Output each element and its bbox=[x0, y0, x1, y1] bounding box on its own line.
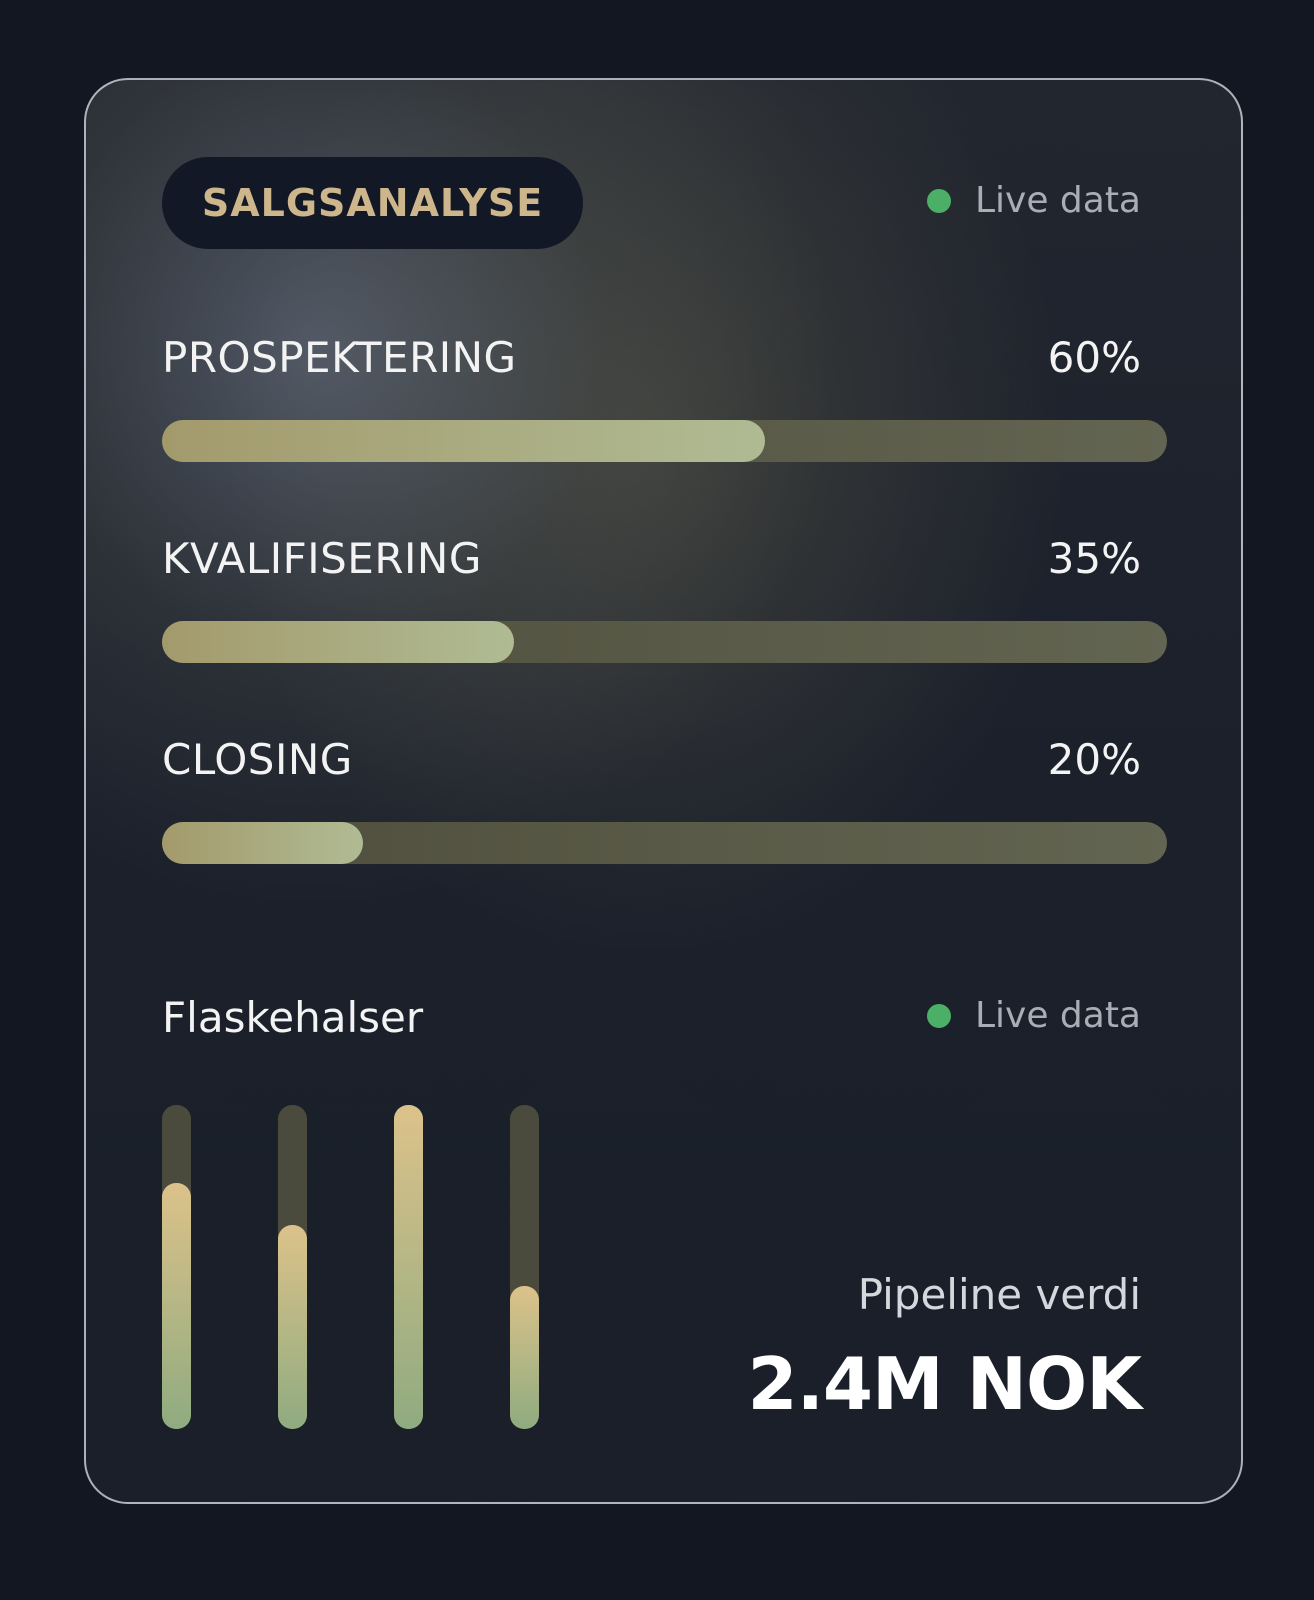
stage-percent: 60% bbox=[1047, 333, 1141, 382]
bottleneck-bar-fill bbox=[278, 1224, 307, 1429]
live-label: Live data bbox=[974, 180, 1141, 221]
bottleneck-bar-fill bbox=[162, 1182, 191, 1429]
stage-label: PROSPEKTERING bbox=[162, 333, 517, 382]
bottleneck-bar-fill bbox=[394, 1105, 423, 1429]
pipeline-value: 2.4M NOK bbox=[747, 1342, 1142, 1426]
stage-progress-bar bbox=[162, 420, 1167, 462]
live-indicator: Live data bbox=[926, 180, 1141, 221]
bottleneck-bar bbox=[510, 1105, 539, 1429]
bottleneck-bar bbox=[394, 1105, 423, 1429]
bottleneck-bar-fill bbox=[510, 1286, 539, 1429]
bottleneck-bar bbox=[162, 1105, 191, 1429]
stage-progress-fill bbox=[162, 822, 363, 864]
stage-progress-bar bbox=[162, 822, 1167, 864]
pipeline-label: Pipeline verdi bbox=[857, 1270, 1141, 1319]
bottlenecks-title: Flaskehalser bbox=[162, 993, 424, 1042]
stage-label: KVALIFISERING bbox=[162, 534, 482, 583]
stage-percent: 35% bbox=[1047, 534, 1141, 583]
sales-analysis-card: SALGSANALYSE Live data PROSPEKTERING 60%… bbox=[84, 78, 1243, 1504]
stage-progress-fill bbox=[162, 420, 765, 462]
title-badge: SALGSANALYSE bbox=[162, 157, 583, 249]
bottlenecks-live-indicator: Live data bbox=[926, 995, 1141, 1036]
stage-progress-bar bbox=[162, 621, 1167, 663]
live-label: Live data bbox=[974, 995, 1141, 1036]
live-dot-icon bbox=[926, 1003, 951, 1028]
stage-label: CLOSING bbox=[162, 735, 353, 784]
stage-percent: 20% bbox=[1047, 735, 1141, 784]
live-dot-icon bbox=[926, 188, 951, 213]
card-title: SALGSANALYSE bbox=[201, 181, 544, 225]
bottleneck-bar bbox=[278, 1105, 307, 1429]
stage-progress-fill bbox=[162, 621, 514, 663]
